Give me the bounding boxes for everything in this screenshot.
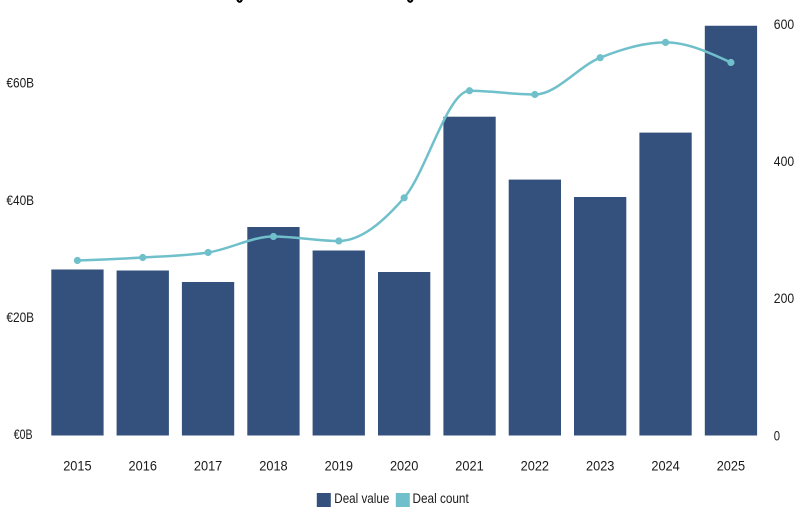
svg-text:200: 200 (774, 290, 794, 306)
svg-text:2024: 2024 (651, 458, 680, 474)
svg-text:2017: 2017 (194, 458, 223, 474)
svg-text:€60B: €60B (6, 75, 34, 91)
svg-text:Deal count: Deal count (413, 490, 469, 506)
svg-text:400: 400 (774, 153, 794, 169)
svg-text:600: 600 (774, 16, 794, 32)
svg-text:2023: 2023 (586, 458, 615, 474)
svg-text:2021: 2021 (455, 458, 484, 474)
svg-text:2018: 2018 (259, 458, 288, 474)
svg-text:0: 0 (774, 427, 780, 443)
svg-text:2015: 2015 (63, 458, 92, 474)
svg-text:2019: 2019 (325, 458, 354, 474)
svg-text:2020: 2020 (390, 458, 419, 474)
svg-text:€0B: €0B (14, 426, 33, 442)
svg-text:Deal value: Deal value (334, 490, 389, 506)
svg-text:2016: 2016 (129, 458, 158, 474)
svg-text:2025: 2025 (717, 458, 746, 474)
svg-text:€40B: €40B (6, 192, 34, 208)
svg-text:€20B: €20B (6, 309, 34, 325)
svg-text:2022: 2022 (521, 458, 550, 474)
